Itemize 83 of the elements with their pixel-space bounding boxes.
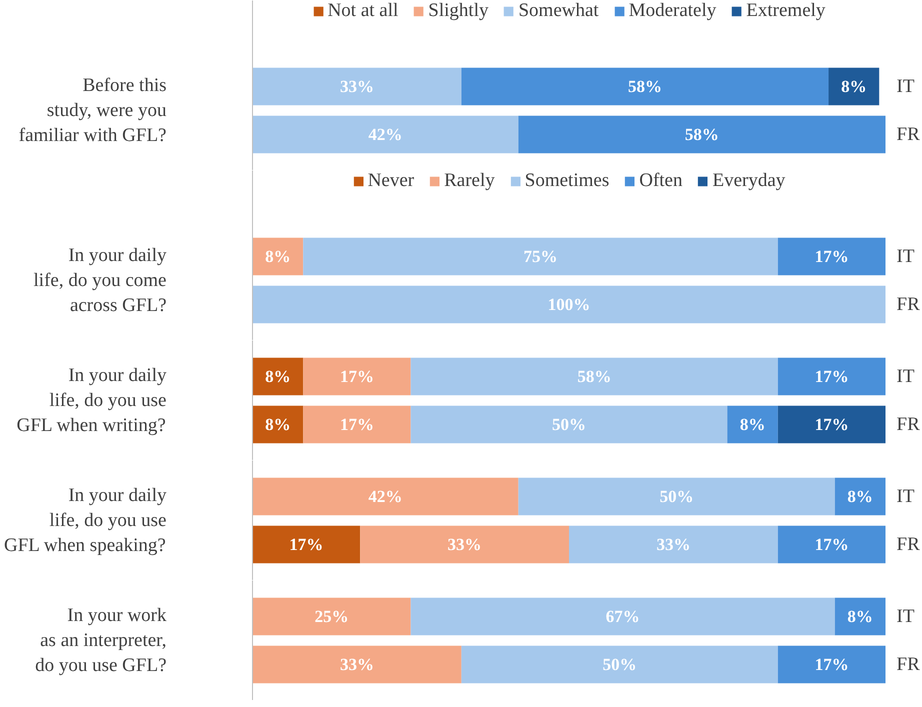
bar <box>778 526 886 564</box>
y-axis-title: In your work as an interpreter, do you use GFL? <box>35 604 167 676</box>
data-label: 17% <box>814 367 849 386</box>
legend-label: Never <box>368 170 414 192</box>
bar <box>252 478 518 516</box>
data-label: 33% <box>448 535 482 554</box>
legend-label: Sometimes <box>524 170 610 192</box>
bar <box>410 406 728 444</box>
y-axis-title: Before this study, were you familiar with GFL? <box>18 74 167 146</box>
data-label: 8% <box>847 487 873 506</box>
bar <box>252 68 462 106</box>
data-label: 8% <box>265 367 291 386</box>
bar <box>461 646 778 684</box>
data-label: 33% <box>656 535 690 554</box>
data-label: 8% <box>740 415 766 434</box>
data-label: 50% <box>602 655 637 674</box>
y-tick-label: IT <box>896 366 915 387</box>
bar <box>569 526 778 564</box>
data-label: 17% <box>340 367 374 386</box>
bar <box>834 478 886 516</box>
bar <box>410 598 835 636</box>
bar <box>360 526 569 564</box>
bar <box>410 358 778 396</box>
data-label: 42% <box>368 125 402 144</box>
y-axis-title: In your daily life, do you use GFL when speaking? <box>4 484 167 556</box>
bar <box>834 598 886 636</box>
data-label: 17% <box>340 415 374 434</box>
y-tick-label: FR <box>896 534 920 555</box>
legend-label: Somewhat <box>518 0 599 22</box>
data-label: 17% <box>289 535 324 554</box>
legend-label: Often <box>639 170 682 192</box>
legend-label: Moderately <box>628 0 716 22</box>
bar <box>461 68 829 106</box>
data-label: 25% <box>314 607 349 626</box>
bar <box>303 358 411 396</box>
bar <box>303 406 411 444</box>
data-label: 42% <box>368 487 402 506</box>
data-label: 17% <box>814 655 849 674</box>
legend-label: Rarely <box>444 170 495 192</box>
data-label: 8% <box>265 415 291 434</box>
data-label: 58% <box>684 125 719 144</box>
bar <box>252 116 518 154</box>
bar <box>518 116 886 154</box>
y-tick-label: IT <box>896 246 915 267</box>
data-label: 17% <box>814 535 849 554</box>
data-label: 58% <box>628 77 662 96</box>
legend-label: Not at all <box>328 0 398 22</box>
y-axis-title: In your daily life, do you come across GFL? <box>34 244 167 316</box>
data-label: 17% <box>814 415 849 434</box>
bar <box>252 598 411 636</box>
bar <box>252 526 360 564</box>
y-tick-label: IT <box>896 486 915 507</box>
legend-label: Extremely <box>746 0 826 22</box>
data-label: 58% <box>577 367 612 386</box>
data-label: 67% <box>606 607 640 626</box>
legend-label: Everyday <box>712 170 786 192</box>
y-tick-label: IT <box>896 76 915 97</box>
data-label: 8% <box>841 77 867 96</box>
y-tick-label: IT <box>896 606 915 627</box>
bar <box>778 406 886 444</box>
bar <box>778 358 886 396</box>
bar <box>518 478 835 516</box>
data-label: 33% <box>340 77 374 96</box>
y-tick-label: FR <box>896 654 920 675</box>
data-label: 100% <box>548 295 590 314</box>
bar <box>252 358 304 396</box>
bar <box>252 406 304 444</box>
data-label: 17% <box>814 247 849 266</box>
legend-label: Slightly <box>428 0 488 22</box>
data-label: 50% <box>552 415 586 434</box>
data-label: 8% <box>847 607 873 626</box>
bar <box>252 646 462 684</box>
y-tick-label: FR <box>896 414 920 435</box>
data-label: 75% <box>524 247 558 266</box>
y-tick-label: FR <box>896 294 920 315</box>
y-axis-title: In your daily life, do you use GFL when writing? <box>16 364 167 436</box>
bar <box>778 646 886 684</box>
data-label: 33% <box>340 655 374 674</box>
data-label: 8% <box>265 247 291 266</box>
y-tick-label: FR <box>896 124 920 145</box>
bar <box>727 406 778 444</box>
data-label: 50% <box>660 487 694 506</box>
bar <box>828 68 880 106</box>
